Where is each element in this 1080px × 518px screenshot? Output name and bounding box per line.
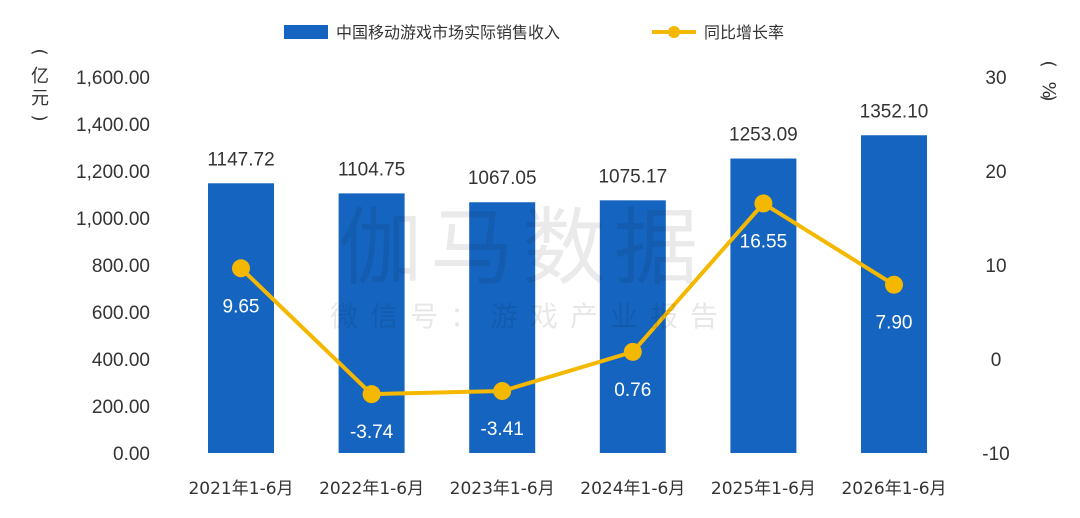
legend-label-growth: 同比增长率 [704,23,784,42]
growth-point [623,342,642,361]
x-category-label: 2026年1-6月 [841,479,946,499]
y-left-tick-label: 800.00 [92,256,150,277]
revenue-value-label: 1067.05 [468,168,537,189]
y-left-tick-label: 1,000.00 [76,209,150,230]
growth-line [239,201,896,397]
growth-point [362,385,381,404]
legend: 中国移动游戏市场实际销售收入 同比增长率 [284,23,784,42]
growth-value-label: -3.74 [350,422,394,443]
revenue-value-label: 1253.09 [729,125,798,146]
x-category-label: 2024年1-6月 [580,479,685,499]
growth-point [232,259,250,278]
watermark-main: 伽马数据 [338,199,706,297]
revenue-bar [469,202,536,453]
watermark-sub: 微信号：游戏产业报告 [330,300,730,333]
revenue-value-label: 1104.75 [338,159,405,180]
y-right-tick-label: 10 [985,256,1006,277]
y-left-unit-char: 亿 [31,66,49,87]
revenue-bar [208,183,274,453]
y-right-tick-label: -10 [982,444,1009,465]
growth-point [885,275,903,294]
x-category-label: 2025年1-6月 [711,479,816,499]
y-left-tick-label: 400.00 [92,350,150,371]
y-right-tick-label: 20 [985,162,1006,183]
y-left-tick-label: 600.00 [92,303,150,324]
y-axis-left-unit: ( 亿元) [29,48,50,121]
x-category-label: 2022年1-6月 [319,479,424,499]
y-left-unit-char: ( [29,48,50,55]
revenue-value-label: 1352.10 [860,101,929,122]
revenue-value-label: 1075.17 [598,166,667,187]
revenue-bar [861,135,927,453]
growth-value-label: -3.41 [481,419,524,440]
y-right-tick-label: 30 [985,68,1006,89]
y-axis-right: -10 0 10 20 30 [982,68,1009,465]
x-category-label: 2021年1-6月 [188,479,293,499]
growth-value-label: 0.76 [614,380,651,401]
y-left-tick-label: 1,200.00 [76,162,150,183]
x-axis: 2021年1-6月 2022年1-6月 2023年1-6月 2024年1-6月 2025… [188,479,946,499]
y-left-tick-label: 200.00 [92,397,150,418]
legend-swatch-growth-marker [668,26,680,38]
legend-swatch-revenue [284,25,328,39]
revenue-bar [338,193,405,454]
x-category-label: 2023年1-6月 [450,479,555,499]
legend-label-revenue: 中国移动游戏市场实际销售收入 [336,23,560,42]
revenue-value-label: 1147.72 [207,149,274,170]
growth-value-label: 9.65 [223,296,260,317]
bar-series [208,135,927,454]
growth-point [754,194,773,213]
y-left-tick-label: 1,400.00 [76,115,150,136]
growth-value-label: 16.55 [740,231,788,252]
y-left-tick-label: 0.00 [113,444,150,465]
y-right-unit-char: ) [1038,94,1059,101]
y-axis-right-unit: (%) [1038,60,1059,101]
growth-line-series [232,194,903,404]
y-right-unit-char: % [1038,81,1059,98]
bar-value-labels: 1147.72 1104.75 1067.05 1075.17 1253.09 1352.… [207,101,928,189]
y-left-unit-char: ) [29,114,50,121]
growth-point [493,382,512,401]
y-left-tick-label: 1,600.00 [76,68,150,89]
y-right-tick-label: 0 [991,350,1002,371]
growth-value-label: 7.90 [876,313,913,334]
y-right-unit-char: ( [1038,60,1059,67]
y-left-unit-char: 元 [31,88,49,109]
y-axis-left: 0.00 200.00 400.00 600.00 800.00 1,000.00 1,20… [76,68,150,465]
growth-value-labels: 9.65 -3.74 -3.41 0.76 16.55 7.90 [223,231,913,443]
